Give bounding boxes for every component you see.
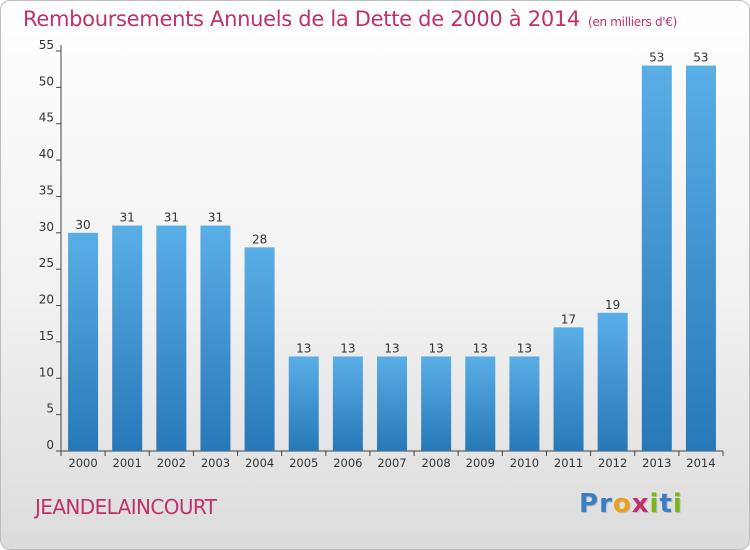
bar-value-label: 13: [517, 341, 532, 355]
bar-value-label: 13: [428, 341, 443, 355]
logo-letter: P: [579, 489, 600, 519]
bar-value-label: 53: [693, 51, 708, 65]
chart-unit: (en milliers d'€): [588, 15, 678, 29]
bar: [685, 65, 716, 451]
bar-value-label: 19: [605, 298, 620, 312]
bar-value-label: 13: [340, 341, 355, 355]
bar-value-label: 31: [208, 211, 223, 225]
y-tick-label: 35: [39, 183, 54, 197]
x-tick-label: 2011: [554, 456, 583, 470]
x-tick-label: 2005: [289, 456, 318, 470]
chart-title: Remboursements Annuels de la Dette de 20…: [23, 7, 677, 31]
x-tick-label: 2004: [245, 456, 274, 470]
x-tick-label: 2000: [68, 456, 97, 470]
bar: [465, 356, 496, 451]
y-tick-label: 5: [46, 402, 54, 416]
bar-value-label: 13: [384, 341, 399, 355]
commune-name: JEANDELAINCOURT: [35, 495, 217, 519]
x-tick-label: 2012: [598, 456, 627, 470]
chart-title-text: Remboursements Annuels de la Dette de 20…: [23, 7, 580, 31]
x-tick-label: 2007: [377, 456, 406, 470]
y-tick-label: 20: [39, 293, 54, 307]
bar: [244, 247, 275, 451]
bar-value-label: 13: [473, 341, 488, 355]
bar-value-label: 31: [164, 211, 179, 225]
logo-letter: i: [649, 489, 660, 519]
bars: 30 31 31 31 28 13 13 13 13 13 13 17 19 53 53: [68, 51, 716, 451]
bar: [68, 232, 99, 451]
x-tick-label: 2002: [157, 456, 186, 470]
bar: [156, 225, 187, 451]
x-tick-label: 2006: [333, 456, 362, 470]
y-tick-label: 50: [39, 74, 54, 88]
bar: [641, 65, 672, 451]
y-tick-label: 40: [39, 147, 54, 161]
x-tick-label: 2013: [642, 456, 671, 470]
logo-letter: x: [631, 489, 650, 519]
bar: [553, 327, 584, 451]
bar: [509, 356, 540, 451]
bar-value-label: 31: [120, 211, 135, 225]
logo-letter: i: [672, 489, 683, 519]
bar: [112, 225, 143, 451]
bar: [377, 356, 407, 451]
x-tick-label: 2014: [686, 456, 715, 470]
y-tick-label: 45: [39, 111, 54, 125]
x-tick-label: 2009: [466, 456, 495, 470]
y-tick-label: 55: [39, 38, 54, 52]
y-tick-label: 30: [39, 220, 54, 234]
y-tick-label: 10: [39, 365, 54, 379]
bar-value-label: 30: [75, 218, 90, 232]
bar-value-label: 13: [296, 341, 311, 355]
proxiti-logo: Proxiti: [579, 489, 683, 519]
bar-value-label: 53: [649, 51, 664, 65]
x-tick-label: 2001: [113, 456, 142, 470]
bar-value-label: 17: [561, 312, 576, 326]
axes: 0 5 10 15 20 25 30 35 40 45 50 55 2000 2001 2002 2003 20…: [39, 38, 724, 470]
y-tick-label: 15: [39, 329, 54, 343]
x-tick-label: 2010: [510, 456, 539, 470]
bar: [200, 225, 231, 451]
bar: [421, 356, 452, 451]
logo-letter: o: [612, 489, 632, 519]
logo-letter: r: [599, 489, 613, 519]
x-tick-label: 2008: [421, 456, 450, 470]
logo-letter: t: [659, 489, 673, 519]
bar: [332, 356, 363, 451]
bar: [288, 356, 319, 451]
bar-value-label: 28: [252, 232, 267, 246]
x-tick-label: 2003: [201, 456, 230, 470]
y-tick-label: 0: [46, 438, 54, 452]
y-tick-label: 25: [39, 256, 54, 270]
bar: [597, 312, 628, 451]
